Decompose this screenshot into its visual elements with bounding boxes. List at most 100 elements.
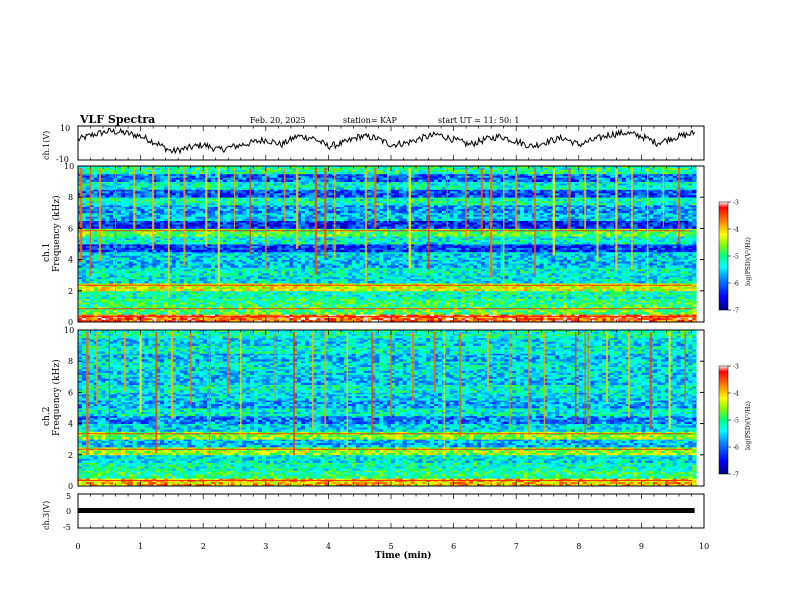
ch1-spectrogram-cell — [223, 312, 227, 314]
ch1-spectrogram-cell — [559, 304, 563, 306]
ch1-spectrogram-cell — [512, 304, 516, 306]
ch1-spectrogram-cell — [661, 312, 665, 314]
ch1-spectrogram-cell — [250, 312, 254, 314]
ch1-spectrogram-cell — [145, 304, 149, 306]
ch1-spectrogram-cell — [235, 312, 239, 314]
ch1-spectrogram-cell — [219, 304, 223, 306]
ch1-spectrogram-cell — [94, 312, 98, 314]
ch1-spectrogram-cell — [641, 304, 645, 306]
ch1-spectrogram-cell — [532, 304, 536, 306]
ch1-spectrogram-cell — [195, 312, 199, 314]
ch1-spectrogram-cell — [98, 304, 102, 306]
ch1-spectrogram-cell — [450, 304, 454, 306]
ch1-spectrogram-cell — [524, 312, 528, 314]
ch1-spectrogram-cell — [551, 312, 555, 314]
ch1-spectrogram-cell — [481, 304, 485, 306]
ch1-spectrogram-cell — [336, 312, 340, 314]
ch1-spectrogram-cell — [567, 312, 571, 314]
ch1-spectrogram-cell — [168, 304, 172, 306]
ch1-spectrogram-cell — [516, 312, 520, 314]
ch1-spectrogram-cell — [301, 304, 305, 306]
ch1-spectrogram-cell — [246, 304, 250, 306]
ch1-spectrogram-cell — [598, 312, 602, 314]
ch1-spectrogram-cell — [352, 312, 356, 314]
ch1-spectrogram-cell — [360, 312, 364, 314]
ch1-spectrogram-cell — [215, 312, 219, 314]
ch1-spectrogram-cell — [309, 312, 313, 314]
station-label: station= KAP — [343, 116, 398, 125]
ch1-spectrogram-cell — [438, 312, 442, 314]
ch1-spectrogram-cell — [649, 304, 653, 306]
ch1-spectrogram-cell — [555, 304, 559, 306]
ch1-spectrogram-cell — [430, 312, 434, 314]
ch1-spectrogram-cell — [540, 304, 544, 306]
ch1-spectrogram-cell — [618, 304, 622, 306]
ch1-spectrogram-cell — [442, 312, 446, 314]
ch1-spectrogram-cell — [313, 304, 317, 306]
ch1-spectrogram-cell — [156, 312, 160, 314]
ch1-spectrogram-cell — [113, 312, 117, 314]
ch1-spectrogram-cell — [129, 312, 133, 314]
ch1-spectrogram-cell — [618, 312, 622, 314]
ch1-spectrogram-cell — [293, 312, 297, 314]
ch1-spectrogram-cell — [399, 304, 403, 306]
ch1-spectrogram-cell — [473, 312, 477, 314]
ch1-spectrogram-cell — [591, 304, 595, 306]
ch1-spectrogram-cell — [454, 304, 458, 306]
ch1-spectrogram-cell — [485, 304, 489, 306]
ch1-spectrogram-cell — [626, 312, 630, 314]
ch1-spectrogram-cell — [293, 304, 297, 306]
ch1-spectrogram-cell — [438, 304, 442, 306]
ch1-spectrogram-cell — [528, 304, 532, 306]
ch1-spectrogram-cell — [270, 312, 274, 314]
ch1-spectrogram-cell — [137, 304, 141, 306]
ch1-spectrogram-cell — [78, 312, 82, 314]
ch1-spectrogram-cell — [364, 312, 368, 314]
ch1-spectrogram-cell — [328, 312, 332, 314]
ch1-spectrogram-cell — [133, 304, 137, 306]
ch1-spectrogram-cell — [649, 312, 653, 314]
ch1-spectrogram-cell — [223, 304, 227, 306]
ch1-spectrogram-cell — [172, 312, 176, 314]
ch1-spectrogram-cell — [199, 312, 203, 314]
ch1-spectrogram-cell — [199, 304, 203, 306]
ch1-spectrogram-cell — [669, 312, 673, 314]
ch1-spectrogram-cell — [266, 304, 270, 306]
ch1-spectrogram-cell — [430, 304, 434, 306]
ch1-spectrogram-cell — [336, 304, 340, 306]
ch1-spectrogram-cell — [328, 304, 332, 306]
ch1-spectrogram-cell — [121, 304, 125, 306]
ch1-spectrogram-cell — [113, 304, 117, 306]
ch1-spectrogram-cell — [579, 312, 583, 314]
ch1-spectrogram-cell — [317, 312, 321, 314]
ch1-spectrogram-cell — [614, 304, 618, 306]
ch1-spectrogram-cell — [262, 304, 266, 306]
ch1-spectrogram-cell — [289, 312, 293, 314]
ch1-spectrogram-cell — [426, 304, 430, 306]
ch1-spectrogram-cell — [368, 312, 372, 314]
ch1-spectrogram-cell — [469, 304, 473, 306]
ch1-spectrogram-cell — [465, 312, 469, 314]
ch1-spectrogram-cell — [540, 312, 544, 314]
ch1-spectrogram-cell — [235, 304, 239, 306]
ch1-spectrogram-cell — [465, 304, 469, 306]
ch1-spectrogram-cell — [524, 304, 528, 306]
ch1-voltage-trace — [78, 128, 695, 153]
ch1-spectrogram-cell — [352, 304, 356, 306]
ch1-spectrogram-cell — [281, 312, 285, 314]
ch1-spectrogram-cell — [665, 304, 669, 306]
ch1-spectrogram-cell — [594, 304, 598, 306]
ch1-spectrogram-cell — [207, 304, 211, 306]
ch1-voltage-line — [78, 128, 695, 153]
ch1-spectrogram-cell — [238, 312, 242, 314]
ch1-spectrogram-cell — [555, 312, 559, 314]
ch1-spectrogram-cell — [481, 312, 485, 314]
ch1-spectrogram-cell — [458, 312, 462, 314]
ch1-spectrogram-cell — [379, 304, 383, 306]
ch1-spectrogram-cell — [160, 304, 164, 306]
ch1-spectrogram-cell — [634, 304, 638, 306]
ch1-spectrogram-cell — [348, 312, 352, 314]
ch1-spectrogram-cell — [653, 304, 657, 306]
ch1-spectrogram-cell — [587, 304, 591, 306]
ch1-spectrogram-cell — [591, 312, 595, 314]
